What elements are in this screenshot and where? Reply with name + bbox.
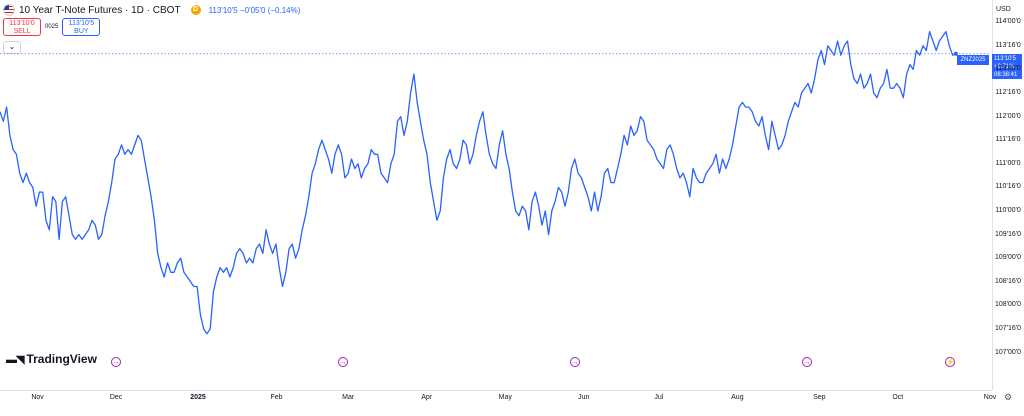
earnings-bolt-icon[interactable]: ⚡ — [945, 357, 955, 367]
y-tick-label: 111'00'0 — [995, 159, 1021, 167]
y-tick-label: 110'00'0 — [995, 206, 1021, 214]
time-axis[interactable] — [0, 390, 992, 416]
event-arrow-icon[interactable]: → — [338, 357, 348, 367]
y-tick-label: 113'00'0 — [995, 65, 1021, 73]
y-tick-label: 112'00'0 — [995, 112, 1021, 120]
sell-label: SELL — [13, 28, 31, 35]
last-price: 113'10'5 — [994, 56, 1016, 62]
x-tick-label: Sep — [813, 394, 826, 401]
tradingview-logo[interactable]: ▬◥ TradingView — [6, 352, 97, 366]
y-tick-label: 114'00'0 — [995, 18, 1021, 26]
logo-text: TradingView — [26, 352, 97, 366]
gear-icon[interactable]: ⚙ — [1004, 392, 1013, 402]
last-price-box: 113'10'5 +0.71% 08:38:41 — [992, 54, 1022, 79]
delayed-badge[interactable]: D — [190, 5, 201, 15]
us-flag-icon — [3, 4, 15, 16]
price-axis[interactable] — [992, 0, 1024, 390]
price-series-line — [0, 30, 957, 335]
buy-button[interactable]: 113'10'5 BUY — [62, 18, 101, 36]
event-arrow-icon[interactable]: → — [802, 357, 812, 367]
ohlc-quote: 113'10'5 −0'05'0 (−0.14%) — [208, 5, 301, 15]
y-tick-label: 111'16'0 — [995, 136, 1021, 144]
y-tick-label: 108'00'0 — [994, 301, 1022, 309]
x-tick-label: Jun — [578, 394, 590, 401]
x-tick-label: Nov — [983, 394, 997, 401]
y-tick-label: 109'00'0 — [994, 254, 1022, 262]
y-tick-label: 107'00'0 — [994, 348, 1022, 356]
x-tick-label: Feb — [270, 394, 283, 401]
x-tick-label: Mar — [342, 394, 355, 401]
x-tick-label: Apr — [421, 394, 433, 401]
trade-panel: 113'10'0 SELL 0025 113'10'5 BUY — [3, 18, 101, 36]
tradingview-logo-icon: ▬◥ — [6, 353, 24, 366]
y-tick-label: 108'16'0 — [994, 277, 1022, 285]
last-change: +0.71% — [994, 64, 1015, 70]
y-tick-label: 110'16'0 — [995, 183, 1021, 191]
x-tick-label: May — [498, 394, 512, 401]
x-tick-label: Jul — [654, 394, 664, 401]
event-arrow-icon[interactable]: → — [570, 357, 580, 367]
buy-label: BUY — [74, 28, 89, 35]
sell-price: 113'10'0 — [9, 20, 35, 27]
x-tick-label: Oct — [892, 394, 904, 401]
spread-value: 0025 — [45, 24, 59, 30]
y-tick-label: 107'16'0 — [994, 324, 1022, 332]
bar-countdown: 08:38:41 — [994, 72, 1018, 78]
x-tick-label: Aug — [731, 394, 744, 401]
x-tick-label: Nov — [31, 394, 44, 401]
x-tick-label: Dec — [109, 394, 123, 401]
y-tick-label: 113'16'0 — [995, 41, 1021, 49]
chart-header: 10 Year T-Note Futures · 1D · CBOT D 113… — [3, 3, 300, 17]
y-tick-label: 109'16'0 — [994, 230, 1022, 238]
sell-button[interactable]: 113'10'0 SELL — [3, 18, 41, 36]
y-tick-label: 112'16'0 — [995, 88, 1021, 96]
currency-label[interactable]: USD — [996, 6, 1011, 13]
last-price-point — [953, 51, 958, 56]
x-tick-label: 2025 — [190, 394, 206, 401]
symbol-title[interactable]: 10 Year T-Note Futures · 1D · CBOT — [19, 4, 181, 16]
symbol-tag: ZNZ2025 — [957, 55, 989, 65]
event-arrow-icon[interactable]: → — [111, 357, 121, 367]
buy-price: 113'10'5 — [68, 20, 95, 27]
